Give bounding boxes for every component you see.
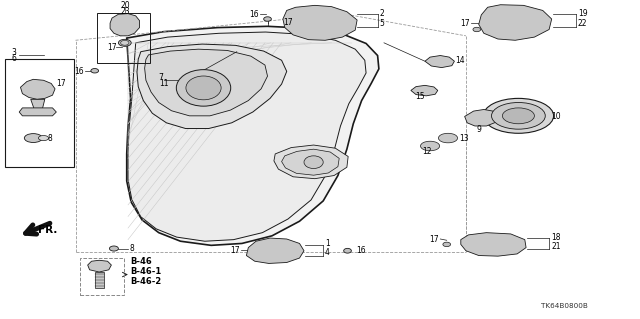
Polygon shape: [145, 49, 268, 116]
Polygon shape: [465, 109, 498, 126]
Polygon shape: [411, 85, 438, 96]
Circle shape: [438, 133, 458, 143]
Text: 17: 17: [56, 79, 66, 88]
Text: 14: 14: [456, 56, 465, 65]
Polygon shape: [127, 26, 379, 245]
Text: 15: 15: [415, 92, 424, 101]
Text: 1: 1: [325, 239, 330, 248]
Polygon shape: [479, 5, 552, 40]
Text: 13: 13: [460, 134, 469, 143]
Circle shape: [492, 102, 545, 129]
Polygon shape: [128, 32, 366, 241]
Text: 18: 18: [551, 233, 561, 241]
Polygon shape: [425, 56, 454, 68]
Text: 16: 16: [249, 10, 259, 19]
Text: 8: 8: [129, 244, 134, 253]
Polygon shape: [137, 44, 287, 129]
Bar: [97, 13, 150, 63]
Text: 4: 4: [325, 249, 330, 257]
Text: B-46-1: B-46-1: [130, 267, 161, 276]
Ellipse shape: [304, 156, 323, 168]
Polygon shape: [246, 238, 304, 263]
Polygon shape: [19, 108, 56, 116]
Polygon shape: [110, 14, 140, 36]
Text: 12: 12: [422, 147, 432, 156]
Polygon shape: [461, 233, 526, 256]
Text: 17: 17: [230, 246, 239, 255]
Polygon shape: [88, 260, 111, 272]
Polygon shape: [282, 149, 339, 175]
Text: 17: 17: [429, 235, 439, 244]
Text: 10: 10: [552, 112, 561, 121]
Circle shape: [483, 98, 554, 133]
Ellipse shape: [473, 27, 481, 32]
Polygon shape: [20, 79, 55, 99]
Polygon shape: [31, 99, 45, 112]
Text: 17: 17: [460, 19, 470, 28]
Circle shape: [502, 108, 534, 124]
Polygon shape: [283, 5, 357, 40]
Text: 16: 16: [356, 246, 365, 255]
Circle shape: [420, 141, 440, 151]
Ellipse shape: [264, 17, 271, 21]
Ellipse shape: [91, 69, 99, 73]
Text: 19: 19: [578, 9, 588, 18]
Ellipse shape: [109, 246, 118, 251]
Text: 16: 16: [74, 67, 84, 76]
Ellipse shape: [177, 70, 231, 106]
Ellipse shape: [24, 134, 42, 143]
Text: 11: 11: [159, 79, 168, 88]
Text: 21: 21: [551, 242, 561, 251]
Text: 6: 6: [12, 54, 17, 63]
Text: 8: 8: [48, 134, 52, 143]
Text: B-46: B-46: [130, 257, 152, 266]
Text: 5: 5: [380, 19, 385, 28]
Polygon shape: [274, 145, 348, 179]
Ellipse shape: [443, 242, 451, 247]
Bar: [5, 59, 74, 167]
Text: 17: 17: [284, 18, 293, 27]
Text: 23: 23: [120, 7, 131, 16]
Text: FR.: FR.: [38, 225, 58, 235]
Text: 22: 22: [578, 19, 588, 28]
Ellipse shape: [118, 39, 131, 46]
Text: 17: 17: [108, 43, 117, 52]
Text: 20: 20: [120, 1, 131, 10]
Text: TK64B0800B: TK64B0800B: [541, 303, 588, 309]
Ellipse shape: [186, 76, 221, 100]
Ellipse shape: [344, 249, 351, 253]
Text: 3: 3: [12, 48, 17, 57]
Text: B-46-2: B-46-2: [130, 277, 161, 286]
Ellipse shape: [121, 41, 129, 45]
Text: 9: 9: [476, 125, 481, 134]
Polygon shape: [95, 272, 104, 288]
Text: 7: 7: [159, 73, 164, 82]
Ellipse shape: [38, 136, 49, 141]
Bar: [80, 258, 124, 295]
Text: 2: 2: [380, 9, 384, 18]
